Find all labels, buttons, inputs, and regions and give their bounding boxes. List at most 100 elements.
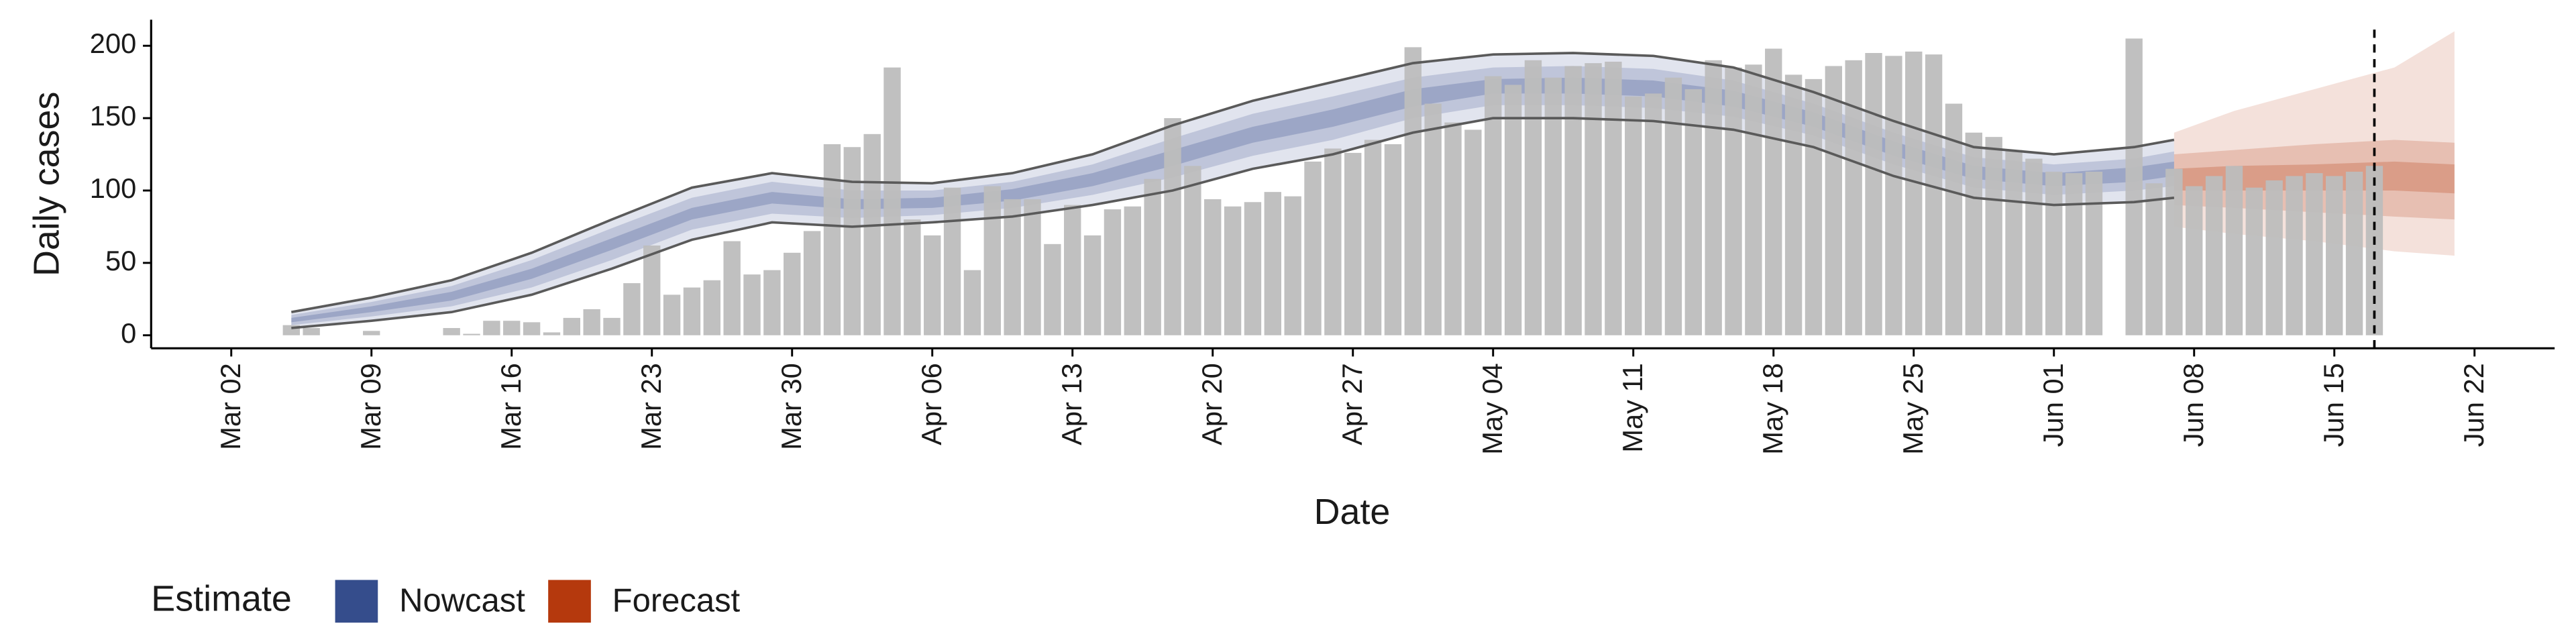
bar — [1284, 196, 1301, 335]
bar — [1504, 85, 1522, 335]
x-tick-label: Jun 08 — [2178, 363, 2209, 447]
bar — [1965, 132, 1982, 335]
x-tick-label: Apr 06 — [916, 363, 947, 445]
x-tick-label: Mar 09 — [355, 363, 386, 450]
bar — [1605, 61, 1622, 335]
x-tick-label: Mar 23 — [635, 363, 667, 450]
bar — [1083, 235, 1102, 335]
bar — [1304, 161, 1322, 335]
legend-swatch — [548, 580, 591, 623]
bar — [784, 252, 801, 335]
bar — [1244, 202, 1262, 335]
bar — [2085, 171, 2103, 335]
bar — [843, 147, 861, 335]
bar — [1925, 54, 1943, 335]
bar — [2365, 166, 2383, 335]
interval-line — [290, 52, 2175, 314]
bar — [1184, 166, 1201, 335]
bar — [1725, 67, 1742, 335]
y-tick-label: 0 — [121, 317, 136, 349]
x-tick-label: May 25 — [1897, 363, 1929, 455]
bar — [723, 241, 741, 335]
band — [291, 66, 2174, 325]
bar — [1004, 199, 1021, 335]
bar — [2265, 180, 2283, 335]
bar — [303, 327, 320, 335]
bar — [2306, 173, 2323, 335]
bar — [1044, 244, 1061, 335]
bar — [1424, 103, 1442, 335]
legend: Estimate Nowcast Forecast — [151, 579, 741, 623]
bar — [1485, 76, 1502, 335]
bar — [683, 287, 701, 335]
band — [2174, 31, 2455, 256]
bar — [883, 67, 901, 335]
bar — [1544, 77, 1562, 335]
x-tick-label: Mar 16 — [495, 363, 527, 450]
bar — [963, 270, 981, 335]
bar — [1104, 209, 1122, 335]
bar — [1585, 63, 1602, 335]
bar — [1705, 60, 1722, 335]
bar — [803, 231, 821, 335]
x-tick-label: Apr 27 — [1336, 363, 1368, 445]
bar — [1444, 122, 1462, 335]
bar — [1064, 205, 1081, 335]
bar — [2186, 186, 2203, 335]
bar — [503, 321, 521, 335]
bar — [363, 331, 380, 335]
bar — [924, 235, 941, 335]
legend-swatch — [335, 580, 378, 623]
x-tick-label: Jun 01 — [2037, 363, 2069, 447]
bar — [1865, 53, 1882, 335]
bar — [563, 317, 580, 335]
bar — [703, 280, 720, 335]
bar — [823, 144, 841, 335]
bar — [1564, 66, 1582, 335]
axes: 0 50 100 150 200 Mar 02 Mar 09 Mar 16 Mar 23 Mar … — [90, 19, 2555, 455]
bar — [2045, 171, 2063, 335]
bar — [1845, 60, 1862, 335]
bar — [1625, 96, 1642, 335]
bar — [1124, 206, 1141, 335]
x-tick-label: Jun 15 — [2318, 363, 2349, 447]
bar — [1264, 192, 1281, 335]
bar — [983, 186, 1001, 335]
bar — [583, 309, 600, 335]
y-tick-label: 100 — [90, 172, 136, 204]
bar — [643, 245, 661, 335]
x-tick-label: Apr 20 — [1196, 363, 1228, 445]
bar — [1224, 206, 1242, 335]
bar — [1825, 66, 1842, 335]
bar — [1664, 77, 1682, 335]
legend-title: Estimate — [151, 579, 292, 619]
bar — [663, 294, 681, 335]
bar — [1384, 144, 1402, 335]
bar — [1024, 199, 1041, 335]
bar — [1644, 93, 1662, 335]
bar — [1784, 74, 1803, 335]
bar — [743, 274, 761, 335]
bar — [1464, 129, 1482, 335]
legend-label: Nowcast — [399, 583, 525, 619]
bar — [2125, 38, 2143, 335]
bar — [1524, 60, 1542, 335]
bar — [2005, 150, 2023, 335]
bar — [943, 187, 961, 335]
bar — [2145, 183, 2163, 335]
bar — [763, 270, 781, 335]
bar — [1364, 140, 1382, 335]
bar — [1905, 51, 1923, 335]
x-tick-label: May 18 — [1757, 363, 1788, 455]
bar — [2065, 173, 2083, 335]
bar — [623, 283, 641, 335]
x-tick-label: Mar 30 — [775, 363, 807, 450]
bar — [904, 219, 921, 335]
bar — [1204, 199, 1222, 335]
bar — [1985, 137, 2002, 335]
x-tick-label: May 11 — [1617, 363, 1648, 452]
bar — [1765, 48, 1782, 335]
bar — [483, 321, 500, 335]
